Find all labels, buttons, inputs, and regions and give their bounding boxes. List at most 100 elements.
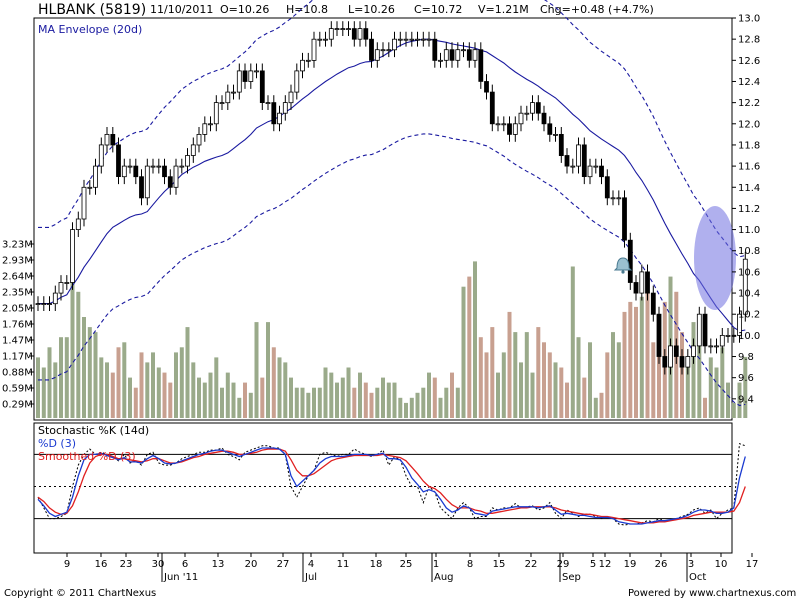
candle-body bbox=[52, 292, 58, 305]
month-label: Jul bbox=[304, 572, 317, 583]
volume-bar bbox=[162, 372, 167, 418]
candle-body bbox=[265, 102, 271, 104]
volume-bar bbox=[197, 377, 201, 418]
volume-bar bbox=[99, 357, 104, 418]
candle-body bbox=[116, 144, 121, 177]
close-label: C=10.72 bbox=[414, 3, 462, 16]
price-tick-label: 9.6 bbox=[738, 373, 754, 384]
volume-bar bbox=[680, 332, 684, 418]
x-tick-label: 1 bbox=[433, 559, 439, 570]
price-tick-label: 9.4 bbox=[738, 394, 754, 405]
volume-bar bbox=[542, 342, 546, 419]
volume-bar bbox=[225, 372, 230, 418]
volume-bar bbox=[605, 352, 610, 418]
candle-body bbox=[570, 165, 576, 168]
volume-bar bbox=[151, 352, 155, 418]
candle-body bbox=[518, 112, 524, 125]
candle-body bbox=[524, 112, 530, 115]
candle-body bbox=[449, 49, 455, 61]
volume-bar bbox=[634, 306, 638, 418]
candle-body bbox=[317, 38, 323, 41]
volume-bar bbox=[64, 337, 69, 418]
volume-bar bbox=[208, 372, 213, 418]
volume-bar bbox=[392, 382, 397, 418]
volume-bar bbox=[421, 387, 426, 418]
volume-bar bbox=[576, 337, 581, 418]
volume-bar bbox=[386, 382, 391, 418]
volume-bar bbox=[358, 372, 362, 418]
candle-body bbox=[121, 165, 127, 178]
volume-bar bbox=[381, 377, 385, 418]
volume-bar bbox=[703, 397, 707, 418]
candle-body bbox=[432, 38, 438, 61]
month-label: Jun '11 bbox=[163, 572, 198, 583]
candle-body bbox=[162, 165, 167, 178]
candle-body bbox=[104, 133, 110, 146]
candle-body bbox=[190, 144, 196, 156]
x-tick-label: 8 bbox=[467, 559, 473, 570]
volume-bar bbox=[657, 337, 661, 418]
candle-body bbox=[443, 49, 449, 61]
price-axis: 13.0 12.8 12.6 12.4 12.2 12.0 11.8 11.6 11.4 11.2… bbox=[732, 14, 760, 405]
candle-body bbox=[639, 271, 645, 294]
volume-bar bbox=[714, 367, 719, 418]
volume-bar bbox=[513, 332, 518, 418]
candle-body bbox=[133, 165, 139, 178]
price-tick-label: 10.4 bbox=[738, 289, 760, 300]
volume-bar bbox=[484, 352, 489, 418]
volume-bar bbox=[139, 352, 144, 418]
candle-body bbox=[75, 218, 81, 231]
volume-bar bbox=[289, 377, 293, 418]
candle-body bbox=[668, 345, 673, 368]
volume-bar bbox=[145, 362, 150, 418]
volume-bar bbox=[496, 372, 500, 418]
stochastic-lines bbox=[34, 443, 746, 526]
volume-axis: 3.23M 2.93M 2.64M 2.35M 2.05M 1.76M 1.47M 1.17M… bbox=[2, 240, 34, 411]
volume-tick-label: 0.88M bbox=[2, 368, 33, 379]
x-tick-label: 25 bbox=[400, 559, 413, 570]
volume-bar bbox=[726, 382, 730, 418]
volume-bar bbox=[243, 382, 247, 418]
volume-bar bbox=[507, 311, 512, 418]
price-tick-label: 11.2 bbox=[738, 204, 760, 215]
candle-body bbox=[576, 144, 581, 167]
candle-body bbox=[478, 49, 484, 82]
volume-bar bbox=[490, 327, 495, 418]
candle-body bbox=[484, 81, 489, 93]
volume-bar bbox=[645, 291, 650, 419]
price-tick-label: 12.4 bbox=[738, 77, 760, 88]
x-tick-label: 26 bbox=[655, 559, 668, 570]
volume-bar bbox=[720, 347, 725, 418]
candle-body bbox=[489, 91, 495, 125]
volume-bar bbox=[317, 387, 322, 418]
month-label: Sep bbox=[562, 572, 581, 583]
candle-body bbox=[150, 165, 156, 168]
volume-bar bbox=[248, 392, 253, 419]
candle-body bbox=[334, 28, 340, 31]
candle-body bbox=[93, 165, 98, 188]
candle-body bbox=[202, 123, 208, 135]
candle-body bbox=[139, 176, 144, 199]
candle-body bbox=[409, 38, 415, 41]
candle-body bbox=[455, 49, 461, 61]
candle-body bbox=[512, 123, 518, 135]
candle-body bbox=[87, 186, 93, 189]
price-tick-label: 12.2 bbox=[738, 98, 760, 109]
candle-body bbox=[236, 70, 242, 93]
upper-envelope-line bbox=[38, 0, 746, 258]
candle-body bbox=[351, 28, 357, 40]
volume-bar bbox=[553, 362, 558, 418]
stochastic-d-legend: %D (3) bbox=[38, 437, 76, 450]
volume-bar bbox=[467, 276, 472, 418]
volume-tick-label: 2.35M bbox=[2, 288, 33, 299]
volume-bar bbox=[110, 372, 115, 418]
volume-bar bbox=[363, 382, 368, 418]
volume-bar bbox=[432, 377, 437, 418]
volume-bar bbox=[128, 377, 132, 418]
volume-bar bbox=[116, 347, 121, 418]
candle-body bbox=[673, 345, 679, 357]
candle-body bbox=[547, 123, 553, 135]
price-tick-label: 11.4 bbox=[738, 183, 760, 194]
stochastic-panel bbox=[33, 422, 733, 554]
candle-body bbox=[156, 165, 162, 168]
